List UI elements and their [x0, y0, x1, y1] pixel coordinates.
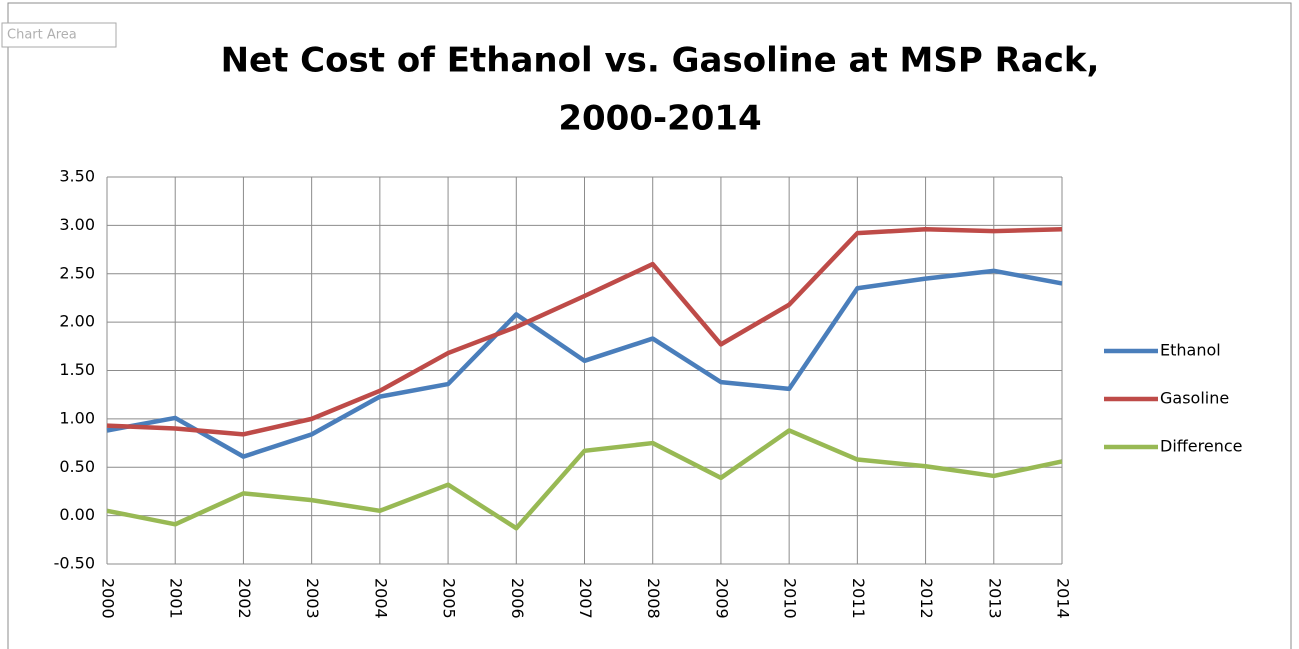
x-tick-label: 2009 — [712, 578, 731, 619]
x-tick-label: 2007 — [576, 578, 595, 619]
chart-title: 2000-2014 — [558, 99, 761, 139]
tooltip: Chart Area — [7, 28, 77, 43]
legend-label: Ethanol — [1160, 341, 1221, 360]
x-tick-label: 2003 — [303, 578, 322, 619]
x-tick-label: 2005 — [440, 578, 459, 619]
x-tick-label: 2004 — [371, 578, 390, 619]
x-tick-label: 2012 — [917, 578, 936, 619]
series-line — [106, 428, 1063, 531]
y-tick-label: 0.50 — [59, 457, 95, 476]
chart-frame — [7, 2, 1292, 649]
y-tick-label: 3.00 — [59, 215, 95, 234]
legend-label: Difference — [1160, 437, 1242, 456]
x-tick-label: 2000 — [99, 578, 118, 619]
x-tick-label: 2001 — [167, 578, 186, 619]
x-tick-label: 2011 — [849, 578, 868, 619]
x-tick-label: 2008 — [644, 578, 663, 619]
y-tick-label: 1.00 — [59, 408, 95, 427]
tooltip-box — [1, 22, 117, 48]
x-tick-label: 2002 — [235, 578, 254, 619]
y-tick-label: 3.50 — [59, 167, 95, 186]
y-tick-label: 2.50 — [59, 263, 95, 282]
y-tick-label: 2.00 — [59, 312, 95, 331]
x-tick-label: 2006 — [508, 578, 527, 619]
series-line — [106, 226, 1063, 437]
series-line — [106, 268, 1063, 459]
x-tick-label: 2013 — [985, 578, 1004, 619]
y-tick-label: 0.00 — [59, 505, 95, 524]
x-tick-label: 2010 — [781, 578, 800, 619]
y-tick-label: -0.50 — [54, 554, 95, 573]
x-tick-label: 2014 — [1054, 578, 1073, 619]
y-tick-label: 1.50 — [59, 360, 95, 379]
legend-label: Gasoline — [1160, 389, 1229, 408]
chart-title: Net Cost of Ethanol vs. Gasoline at MSP … — [221, 41, 1100, 81]
